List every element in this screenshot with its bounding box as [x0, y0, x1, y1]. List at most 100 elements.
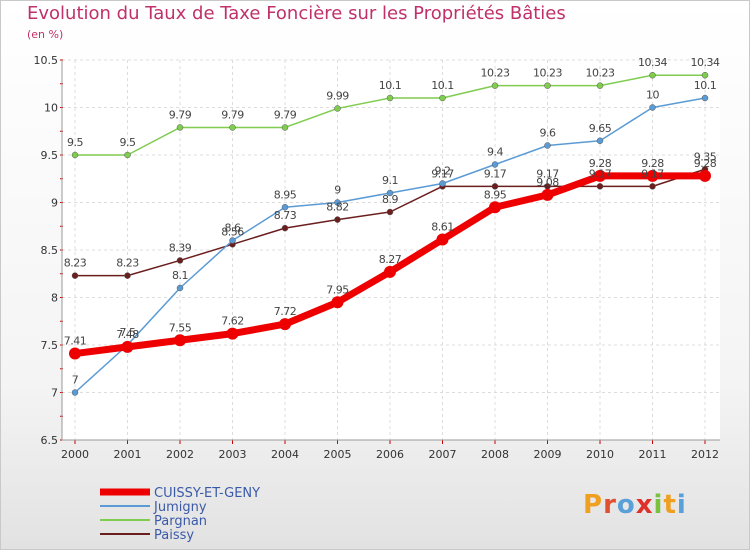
x-tick-label: 2011	[639, 448, 667, 461]
data-point	[594, 169, 606, 182]
data-label: 7.48	[116, 328, 139, 341]
data-label: 9.5	[120, 136, 136, 149]
legend-label: CUISSY-ET-GENY	[154, 486, 260, 501]
data-label: 8.82	[326, 201, 349, 214]
x-tick-label: 2003	[219, 448, 247, 461]
data-label: 9.6	[540, 127, 556, 140]
y-tick-label: 7.5	[41, 339, 59, 352]
data-point	[491, 183, 499, 190]
data-label: 9.79	[274, 108, 297, 121]
x-tick-label: 2002	[166, 448, 194, 461]
data-label: 9	[334, 184, 341, 197]
data-point	[229, 124, 236, 131]
data-point	[596, 82, 604, 89]
y-tick-label: 8.5	[41, 244, 59, 257]
data-point	[439, 94, 446, 102]
data-label: 10.34	[638, 56, 667, 69]
data-label: 7.41	[64, 335, 87, 348]
chart-subtitle: (en %)	[27, 28, 64, 41]
data-point	[176, 124, 184, 131]
data-label: 10.1	[431, 79, 454, 92]
legend-label: Jumigny	[153, 500, 207, 515]
legend-label: Paissy	[154, 528, 194, 543]
data-label: 8.95	[484, 188, 507, 201]
data-point	[701, 94, 709, 102]
data-label: 7	[72, 374, 79, 387]
data-point	[384, 265, 396, 278]
x-tick-label: 2012	[691, 448, 719, 461]
data-point	[229, 237, 236, 244]
data-label: 9.28	[694, 157, 717, 170]
data-point	[491, 82, 499, 89]
data-point	[646, 169, 659, 182]
x-tick-label: 2005	[324, 448, 352, 461]
x-tick-label: 2008	[481, 448, 509, 461]
data-point	[649, 104, 656, 111]
data-point	[649, 183, 656, 190]
data-label: 10.1	[694, 79, 717, 92]
data-point	[544, 142, 551, 149]
data-point	[281, 204, 289, 211]
y-tick-label: 9.5	[41, 149, 59, 162]
data-label: 9.28	[641, 157, 664, 170]
data-label: 9.28	[589, 157, 612, 170]
data-label: 8.9	[382, 193, 398, 206]
data-label: 9.4	[487, 146, 503, 159]
data-point	[176, 257, 184, 264]
data-point	[596, 183, 604, 190]
data-label: 9.79	[221, 108, 244, 121]
data-label: 9.99	[326, 89, 349, 102]
data-label: 8.6	[225, 222, 241, 235]
data-label: 7.5	[120, 326, 136, 339]
data-label: 9.08	[536, 176, 559, 189]
data-label: 10	[646, 89, 659, 102]
data-point	[701, 71, 709, 79]
data-label: 7.55	[169, 321, 192, 334]
data-point	[71, 389, 79, 396]
data-label: 10.1	[379, 79, 402, 92]
x-tick-label: 2010	[586, 448, 614, 461]
x-tick-label: 2009	[534, 448, 562, 461]
data-point	[386, 94, 394, 102]
data-point	[489, 201, 501, 214]
data-label: 9.17	[431, 167, 454, 180]
data-label: 8.23	[64, 257, 87, 270]
data-point	[124, 151, 131, 159]
y-tick-label: 7	[51, 387, 58, 400]
data-label: 8.1	[172, 269, 188, 282]
data-point	[334, 199, 341, 206]
data-point	[491, 161, 499, 168]
chart-title: Evolution du Taux de Taxe Foncière sur l…	[27, 3, 566, 24]
legend-label: Pargnan	[154, 514, 207, 529]
data-point	[436, 233, 449, 246]
data-label: 9.5	[67, 136, 83, 149]
data-label: 7.62	[221, 315, 244, 328]
data-point	[544, 82, 551, 89]
data-label: 8.61	[431, 221, 454, 234]
x-tick-label: 2000	[61, 448, 89, 461]
data-point	[386, 189, 394, 197]
y-tick-label: 8	[51, 292, 58, 305]
y-tick-label: 10	[44, 102, 58, 115]
data-point	[386, 208, 394, 216]
x-tick-label: 2004	[271, 448, 299, 461]
data-point	[176, 284, 184, 292]
data-label: 9.65	[589, 122, 612, 135]
data-label: 7.72	[274, 305, 297, 318]
data-label: 9.17	[589, 167, 612, 180]
data-point	[439, 180, 446, 187]
data-label: 7.95	[326, 283, 349, 296]
y-tick-label: 6.5	[41, 434, 59, 447]
data-point	[334, 216, 341, 223]
data-label: 10.23	[586, 67, 615, 80]
data-point	[121, 340, 134, 353]
y-tick-label: 9	[51, 197, 58, 210]
data-point	[226, 327, 239, 340]
data-label: 9.2	[435, 165, 451, 178]
data-point	[69, 347, 81, 360]
data-label: 10.23	[481, 67, 510, 80]
data-point	[331, 296, 344, 309]
data-label: 9.17	[641, 167, 664, 180]
data-point	[281, 224, 289, 232]
